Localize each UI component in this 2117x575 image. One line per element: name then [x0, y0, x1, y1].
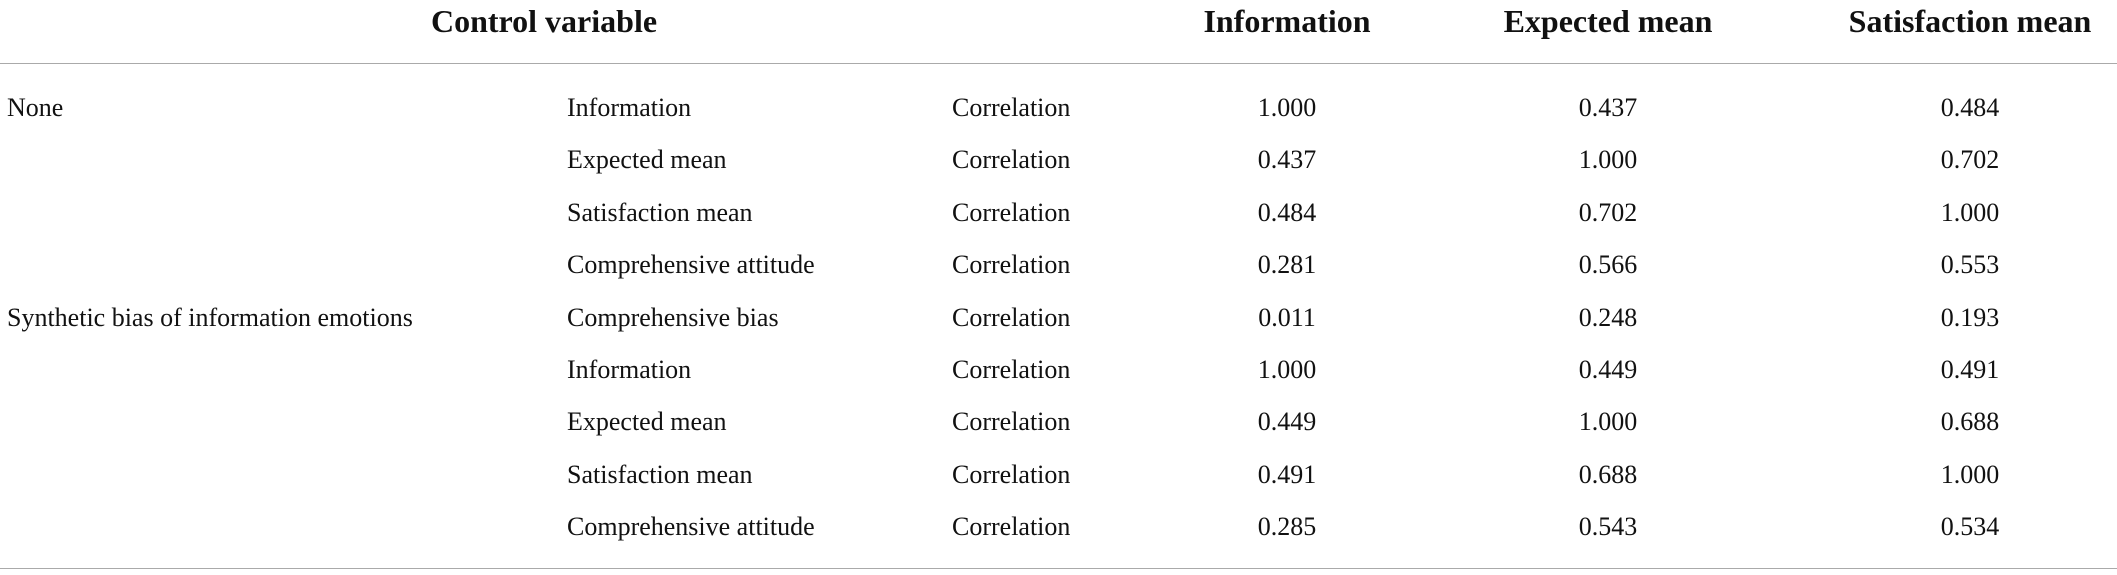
- value: 1.000: [1257, 355, 1317, 384]
- statistic: Correlation: [952, 145, 1071, 175]
- value: 0.285: [1257, 512, 1317, 542]
- variable: Comprehensive attitude: [567, 250, 815, 280]
- statistic: Correlation: [952, 250, 1071, 280]
- variable: Expected mean: [567, 145, 727, 175]
- value: 1.000: [1257, 93, 1317, 122]
- value: 0.281: [1257, 250, 1317, 280]
- statistic: Correlation: [952, 197, 1071, 227]
- variable: Satisfaction mean: [567, 459, 753, 489]
- bottom-rule: [0, 568, 2117, 569]
- value: 0.193: [1940, 302, 2000, 332]
- value: 0.566: [1578, 250, 1638, 280]
- statistic: Correlation: [952, 512, 1071, 542]
- column-header: Expected mean: [1503, 3, 1713, 39]
- variable: Comprehensive attitude: [567, 512, 815, 542]
- statistic: Correlation: [952, 407, 1071, 437]
- header-rule: [0, 63, 2117, 64]
- value: 0.491: [1940, 355, 2000, 384]
- value: 0.437: [1578, 93, 1638, 122]
- value: 1.000: [1578, 407, 1638, 437]
- value: 1.000: [1940, 459, 2000, 489]
- control-variable: Synthetic bias of information emotions: [7, 302, 413, 332]
- value: 0.484: [1257, 197, 1317, 227]
- control-variable: None: [7, 93, 64, 122]
- column-header: Control variable: [430, 3, 658, 39]
- value: 1.000: [1940, 197, 2000, 227]
- value: 1.000: [1578, 145, 1638, 175]
- value: 0.248: [1578, 302, 1638, 332]
- value: 0.688: [1940, 407, 2000, 437]
- value: 0.702: [1578, 197, 1638, 227]
- value: 0.534: [1940, 512, 2000, 542]
- value: 0.491: [1257, 459, 1317, 489]
- variable: Information: [567, 93, 692, 122]
- value: 0.553: [1940, 250, 2000, 280]
- value: 0.688: [1578, 459, 1638, 489]
- statistic: Correlation: [952, 93, 1071, 122]
- variable: Information: [567, 355, 692, 384]
- column-header: Information: [1203, 3, 1371, 39]
- value: 0.449: [1257, 407, 1317, 437]
- statistic: Correlation: [952, 302, 1071, 332]
- value: 0.543: [1578, 512, 1638, 542]
- statistic: Correlation: [952, 355, 1071, 384]
- statistic: Correlation: [952, 459, 1071, 489]
- value: 0.449: [1578, 355, 1638, 384]
- value: 0.437: [1257, 145, 1317, 175]
- value: 0.011: [1258, 302, 1316, 332]
- variable: Comprehensive bias: [567, 302, 779, 332]
- column-header: Satisfaction mean: [1848, 3, 2092, 39]
- value: 0.484: [1940, 93, 2000, 122]
- variable: Satisfaction mean: [567, 197, 753, 227]
- value: 0.702: [1940, 145, 2000, 175]
- variable: Expected mean: [567, 407, 727, 437]
